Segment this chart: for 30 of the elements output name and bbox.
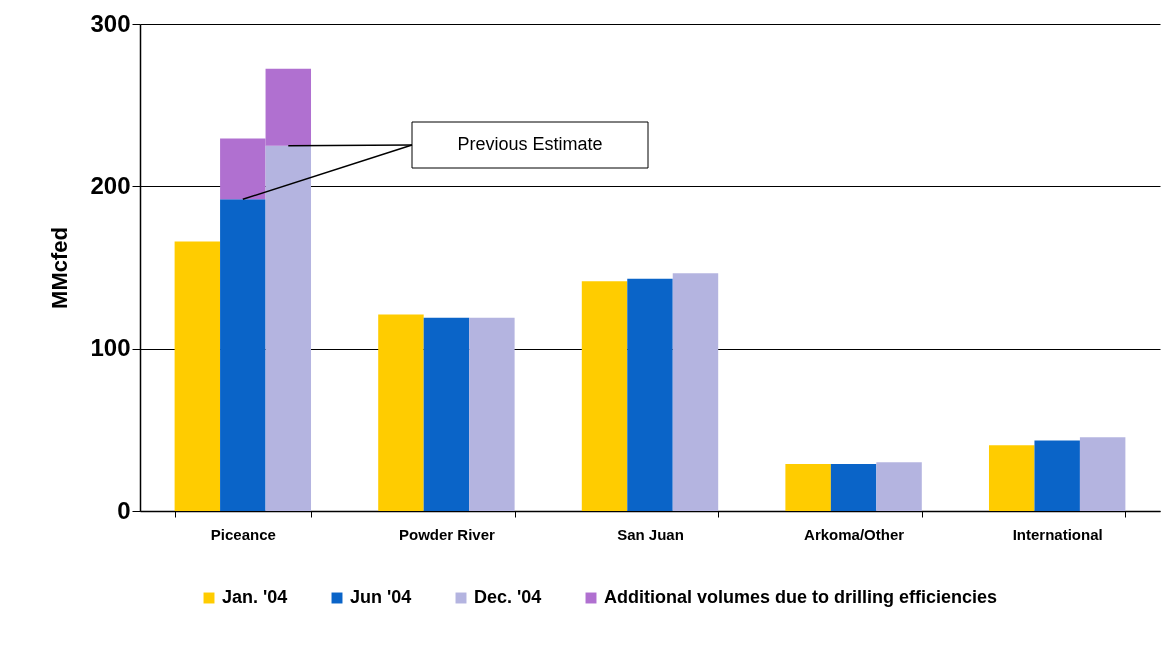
legend-label: Dec. '04 [474, 587, 542, 607]
bar [988, 445, 1035, 511]
y-tick-label: 100 [90, 334, 131, 362]
x-tick-label: Arkoma/Other [804, 525, 905, 543]
bar [1034, 440, 1080, 511]
x-tick-label: Powder River [398, 525, 495, 543]
bar [1079, 437, 1126, 511]
bar [581, 281, 628, 511]
legend-label: Jun '04 [350, 587, 412, 607]
bar [220, 199, 266, 511]
annotation: Previous Estimate [457, 134, 603, 154]
legend-label: Jan. '04 [222, 587, 288, 607]
bar [672, 273, 719, 511]
bar [265, 145, 312, 511]
y-tick-label: 0 [117, 496, 131, 524]
x-tick-label: Piceance [210, 525, 276, 543]
bar [469, 317, 515, 511]
x-tick-label: San Juan [617, 525, 684, 543]
legend-label: Additional volumes due to drilling efficiencies [604, 587, 998, 607]
bar [830, 463, 877, 511]
y-tick-label: 200 [90, 171, 131, 199]
bar [378, 314, 424, 511]
bar [174, 241, 221, 511]
bar [423, 317, 470, 511]
x-tick-label: International [1012, 525, 1103, 543]
bar [627, 278, 673, 511]
y-axis-title: MMcfed [47, 227, 73, 309]
bar [876, 462, 922, 511]
bar [785, 463, 831, 511]
y-tick-label: 300 [90, 9, 131, 37]
